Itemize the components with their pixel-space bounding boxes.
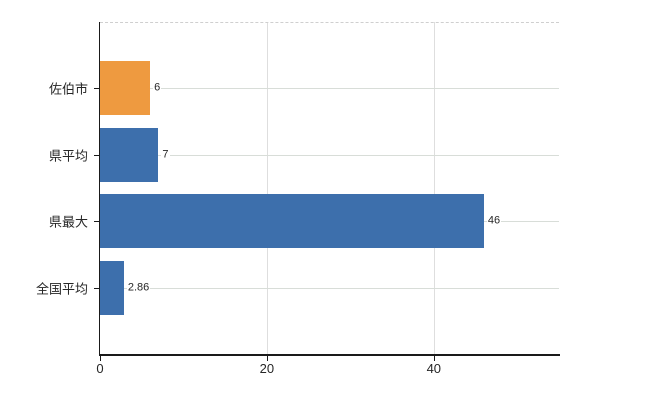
horizontal-gridline (100, 154, 559, 156)
category-label: 佐伯市 (48, 81, 88, 97)
bar-value-label: 6 (153, 81, 162, 95)
bar-value-label: 2.86 (126, 281, 151, 295)
x-axis-line (99, 354, 560, 356)
category-axis-tick (94, 154, 99, 156)
bar (100, 127, 159, 182)
category-axis-tick (94, 221, 99, 223)
vertical-gridline (266, 22, 268, 354)
x-axis-tick-label: 0 (96, 361, 104, 376)
plot-top-dashed-border (100, 22, 559, 23)
bar-value-label: 7 (161, 148, 170, 162)
category-label: 県最大 (48, 214, 88, 230)
y-axis-line (99, 22, 100, 354)
x-axis-tick-label: 40 (426, 361, 442, 376)
bar-value-label: 46 (486, 214, 502, 228)
bar (100, 194, 484, 249)
bar (100, 61, 151, 116)
category-axis-tick (94, 88, 99, 90)
category-label: 全国平均 (35, 281, 88, 297)
x-axis-tick (100, 356, 101, 361)
vertical-gridline (433, 22, 435, 354)
x-axis-tick-label: 20 (259, 361, 275, 376)
plot-area: 6 7 46 2.86 (100, 22, 559, 354)
category-label: 県平均 (48, 148, 88, 164)
x-axis-tick (433, 356, 435, 361)
horizontal-gridline (100, 287, 559, 289)
bar (100, 260, 124, 315)
category-axis-tick (94, 287, 99, 289)
x-axis-tick (266, 356, 268, 361)
horizontal-gridline (100, 88, 559, 90)
